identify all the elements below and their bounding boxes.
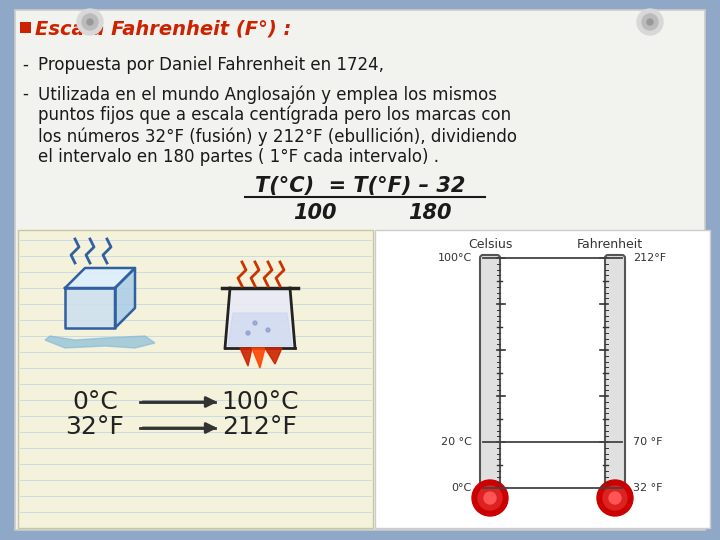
Circle shape <box>87 19 93 25</box>
Circle shape <box>246 331 250 335</box>
Text: -: - <box>22 56 28 74</box>
Circle shape <box>647 19 653 25</box>
Polygon shape <box>252 348 265 368</box>
Polygon shape <box>225 288 295 348</box>
Text: los números 32°F (fusión) y 212°F (ebullición), dividiendo: los números 32°F (fusión) y 212°F (ebull… <box>38 127 517 145</box>
Circle shape <box>642 14 658 30</box>
Polygon shape <box>240 348 252 366</box>
Text: 32 °F: 32 °F <box>633 483 662 493</box>
FancyBboxPatch shape <box>15 10 705 530</box>
Text: 70 °F: 70 °F <box>633 437 662 447</box>
Text: 0°C: 0°C <box>72 390 118 414</box>
Text: -: - <box>22 85 28 103</box>
Polygon shape <box>115 268 135 328</box>
FancyBboxPatch shape <box>480 255 500 491</box>
FancyBboxPatch shape <box>18 230 373 528</box>
Text: Utilizada en el mundo Anglosajón y emplea los mismos: Utilizada en el mundo Anglosajón y emple… <box>38 85 497 104</box>
Polygon shape <box>65 268 135 288</box>
Text: 0°C: 0°C <box>451 483 472 493</box>
Circle shape <box>266 328 270 332</box>
Circle shape <box>77 9 103 35</box>
Polygon shape <box>228 313 292 346</box>
Text: el intervalo en 180 partes ( 1°F cada intervalo) .: el intervalo en 180 partes ( 1°F cada in… <box>38 148 439 166</box>
Polygon shape <box>265 348 282 364</box>
Circle shape <box>597 480 633 516</box>
Circle shape <box>609 492 621 504</box>
Text: 100: 100 <box>293 203 337 223</box>
Text: 212°F: 212°F <box>222 415 297 439</box>
Text: Celsius: Celsius <box>468 238 512 251</box>
Polygon shape <box>45 336 155 348</box>
Text: T(°C)  = T(°F) – 32: T(°C) = T(°F) – 32 <box>255 176 465 196</box>
Text: Propuesta por Daniel Fahrenheit en 1724,: Propuesta por Daniel Fahrenheit en 1724, <box>38 56 384 74</box>
Circle shape <box>637 9 663 35</box>
Text: 212°F: 212°F <box>633 253 666 263</box>
Circle shape <box>82 14 98 30</box>
Circle shape <box>253 321 257 325</box>
FancyBboxPatch shape <box>375 230 710 528</box>
Text: 100°C: 100°C <box>221 390 299 414</box>
Text: Escala Fahrenheit (F°) :: Escala Fahrenheit (F°) : <box>35 19 292 38</box>
Text: 180: 180 <box>408 203 451 223</box>
Text: puntos fijos que a escala centígrada pero los marcas con: puntos fijos que a escala centígrada per… <box>38 106 511 125</box>
FancyBboxPatch shape <box>605 255 625 491</box>
Polygon shape <box>65 288 115 328</box>
Circle shape <box>472 480 508 516</box>
Text: 100°C: 100°C <box>438 253 472 263</box>
Text: Fahrenheit: Fahrenheit <box>577 238 643 251</box>
Text: 20 °C: 20 °C <box>441 437 472 447</box>
Circle shape <box>603 486 627 510</box>
Text: 32°F: 32°F <box>66 415 125 439</box>
FancyBboxPatch shape <box>20 22 31 33</box>
Circle shape <box>478 486 502 510</box>
Circle shape <box>484 492 496 504</box>
